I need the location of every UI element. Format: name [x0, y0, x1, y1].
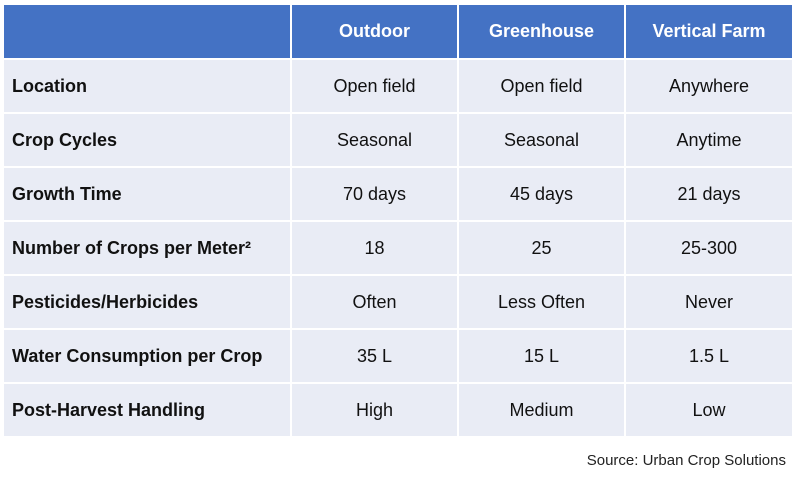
- row-label: Crop Cycles: [12, 129, 118, 150]
- table-row: Crop Cycles Seasonal Seasonal Anytime: [4, 112, 792, 166]
- row-label: Growth Time: [12, 183, 122, 204]
- cell-vertical-farm: 1.5 L: [624, 330, 792, 382]
- comparison-table: Outdoor Greenhouse Vertical Farm Locatio…: [4, 5, 792, 436]
- cell-outdoor: High: [290, 384, 457, 436]
- table-row: Location Open field Open field Anywhere: [4, 58, 792, 112]
- cell-outdoor: Often: [290, 276, 457, 328]
- row-label: Number of Crops per Meter²: [12, 237, 252, 258]
- row-label: Pesticides/Herbicides: [12, 291, 199, 312]
- cell-outdoor: 18: [290, 222, 457, 274]
- table-row: Post-Harvest Handling High Medium Low: [4, 382, 792, 436]
- cell-vertical-farm: Anytime: [624, 114, 792, 166]
- header-cell-vertical-farm: Vertical Farm: [624, 5, 792, 58]
- cell-outdoor: 35 L: [290, 330, 457, 382]
- table-row: Number of Crops per Meter² 18 25 25-300: [4, 220, 792, 274]
- cell-greenhouse: 25: [457, 222, 624, 274]
- table-row: Water Consumption per Crop 35 L 15 L 1.5…: [4, 328, 792, 382]
- source-note: Source: Urban Crop Solutions: [586, 452, 786, 469]
- cell-greenhouse: 45 days: [457, 168, 624, 220]
- row-label: Water Consumption per Crop: [12, 345, 263, 366]
- header-cell-greenhouse: Greenhouse: [457, 5, 624, 58]
- row-label: Location: [12, 75, 87, 96]
- cell-greenhouse: 15 L: [457, 330, 624, 382]
- header-cell-empty: [4, 5, 290, 58]
- cell-outdoor: Open field: [290, 60, 457, 112]
- cell-greenhouse: Open field: [457, 60, 624, 112]
- header-cell-outdoor: Outdoor: [290, 5, 457, 58]
- cell-vertical-farm: Never: [624, 276, 792, 328]
- cell-vertical-farm: Low: [624, 384, 792, 436]
- table-row: Growth Time 70 days 45 days 21 days: [4, 166, 792, 220]
- cell-outdoor: Seasonal: [290, 114, 457, 166]
- cell-greenhouse: Less Often: [457, 276, 624, 328]
- cell-vertical-farm: 21 days: [624, 168, 792, 220]
- cell-outdoor: 70 days: [290, 168, 457, 220]
- cell-vertical-farm: Anywhere: [624, 60, 792, 112]
- table-row: Pesticides/Herbicides Often Less Often N…: [4, 274, 792, 328]
- table-header-row: Outdoor Greenhouse Vertical Farm: [4, 5, 792, 58]
- cell-greenhouse: Medium: [457, 384, 624, 436]
- cell-vertical-farm: 25-300: [624, 222, 792, 274]
- row-label: Post-Harvest Handling: [12, 399, 206, 420]
- cell-greenhouse: Seasonal: [457, 114, 624, 166]
